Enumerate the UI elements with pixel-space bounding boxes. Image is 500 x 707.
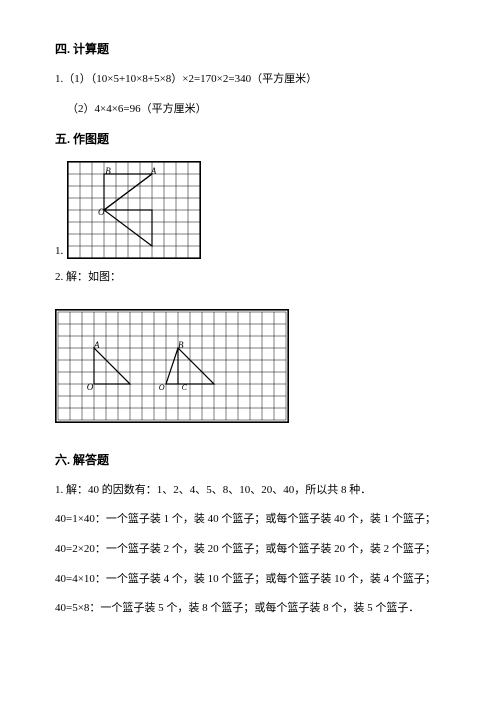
diagram1-label: 1. [55,245,63,257]
diagram1-block: 1. B A O [55,161,445,259]
svg-text:O: O [159,383,165,392]
section4-q1-1: 1.（1）（10×5+10×8+5×8）×2=170×2=340（平方厘米） [55,71,445,89]
diagram2-block: A B O O C [55,309,445,423]
section6-title: 六. 解答题 [55,451,445,468]
svg-text:B: B [105,166,111,176]
page: 四. 计算题 1.（1）（10×5+10×8+5×8）×2=170×2=340（… [0,0,500,660]
svg-text:A: A [93,340,100,350]
section6-q1-intro: 1. 解：40 的因数有：1、2、4、5、8、10、20、40，所以共 8 种． [55,482,445,500]
section6-row: 40=5×8：一个篮子装 5 个，装 8 个篮子；或每个篮子装 8 个，装 5 … [55,600,445,618]
svg-text:A: A [150,166,157,176]
section4-q1-2: （2）4×4×6=96（平方厘米） [67,101,445,119]
diagram2-svg: A B O O C [55,309,289,423]
section6-row: 40=1×40：一个篮子装 1 个，装 40 个篮子；或每个篮子装 40 个，装… [55,511,445,529]
section6-row: 40=4×10：一个篮子装 4 个，装 10 个篮子；或每个篮子装 10 个，装… [55,571,445,589]
svg-text:O: O [87,382,94,392]
section5-q2: 2. 解：如图： [55,269,445,287]
section5-title: 五. 作图题 [55,130,445,147]
section4-title: 四. 计算题 [55,40,445,57]
svg-text:C: C [182,383,188,392]
svg-text:O: O [98,207,105,217]
section6-row: 40=2×20：一个篮子装 2 个，装 20 个篮子；或每个篮子装 20 个，装… [55,541,445,559]
diagram1-svg: B A O [67,161,201,259]
section6-rows: 40=1×40：一个篮子装 1 个，装 40 个篮子；或每个篮子装 40 个，装… [55,511,445,617]
svg-text:B: B [178,340,184,350]
